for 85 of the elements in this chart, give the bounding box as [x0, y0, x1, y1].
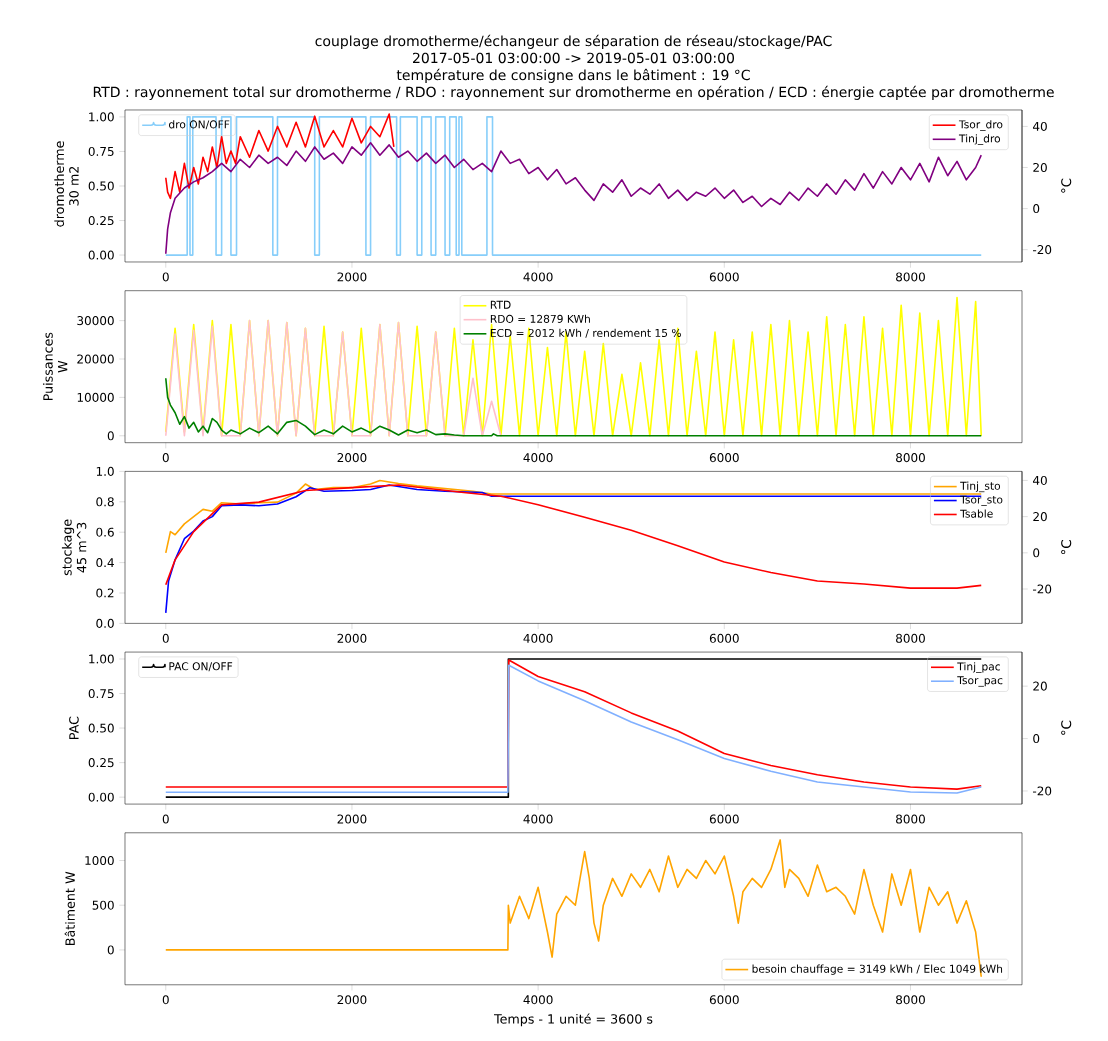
y-tick-label: 0.6 [96, 527, 114, 537]
y-tick-label: 0.00 [88, 250, 114, 260]
y-axis-title: dromotherme 30 m2 [54, 141, 79, 227]
y-tick-label: 20000 [77, 354, 114, 364]
y2-tick-label: 40 [1033, 475, 1047, 485]
y2-tick-label: -20 [1033, 786, 1052, 796]
y2-tick-label: 20 [1033, 681, 1047, 691]
legend-label: RDO = 12879 KWh [490, 314, 590, 323]
y-tick-label: 0.75 [88, 688, 114, 699]
x-tick-label: 2000 [337, 995, 367, 1005]
x-tick-label: 2000 [337, 633, 367, 643]
y-tick-label: 10000 [77, 392, 114, 402]
y-tick-label: 0.00 [88, 792, 114, 802]
x-tick-label: 0 [162, 453, 169, 463]
legend-label: Tsor_sto [960, 495, 1003, 506]
y-tick-label: 0.2 [96, 588, 114, 598]
x-tick-label: 6000 [709, 453, 739, 463]
y-tick-label: 500 [92, 900, 114, 910]
y-axis-title: Puissances W [42, 332, 68, 401]
y-tick-label: 1.00 [89, 112, 114, 122]
y-tick-label: 1000 [85, 855, 114, 866]
line-series [164, 377, 983, 437]
x-tick-label: 4000 [523, 995, 553, 1005]
x-tick-label: 2000 [337, 272, 367, 282]
y2-tick-label: -20 [1033, 584, 1052, 594]
legend-label: Tinj_pac [957, 662, 1000, 673]
y-tick-label: 1.0 [96, 466, 114, 476]
y-tick-label: 0.25 [88, 215, 114, 226]
text: RTD : rayonnement total sur dromotherme / RDO : rayonnement sur dromotherme en opération / ECD : énergie captée par dromotherme [93, 85, 1054, 100]
x-tick-label: 6000 [709, 814, 739, 824]
y-tick-label: 0.0 [96, 618, 114, 628]
y-tick-label: 0 [107, 945, 114, 955]
y-tick-label: 30000 [77, 316, 114, 326]
y-tick-label: 0.8 [96, 497, 114, 507]
x-axis-title: Temps - 1 unité = 3600 s [494, 1013, 653, 1027]
y2-tick-label: 0 [1033, 734, 1040, 744]
y-tick-label: 0.50 [88, 181, 114, 191]
y2-axis-title: °C [1061, 720, 1072, 735]
x-tick-label: 0 [162, 633, 169, 643]
y2-axis-title: °C [1061, 178, 1072, 193]
legend-label: Tinj_dro [958, 134, 1001, 145]
y-tick-label: 0 [107, 431, 114, 441]
x-tick-label: 0 [162, 995, 169, 1005]
x-tick-label: 2000 [337, 453, 367, 463]
x-tick-label: 4000 [523, 814, 553, 824]
y-tick-label: 0.75 [88, 146, 114, 156]
y-tick-label: 0.50 [88, 723, 114, 733]
x-tick-label: 6000 [709, 995, 739, 1005]
y2-tick-label: 0 [1033, 548, 1040, 558]
y-tick-label: 0.25 [88, 758, 114, 768]
x-tick-label: 0 [162, 272, 169, 282]
y2-tick-label: 40 [1033, 121, 1047, 131]
x-tick-label: 8000 [896, 995, 925, 1005]
x-tick-label: 8000 [896, 272, 925, 282]
x-tick-label: 8000 [896, 453, 925, 463]
chart-title: couplage dromotherme/échangeur de séparation de réseau/stockage/PAC [315, 34, 832, 49]
y2-tick-label: 20 [1033, 162, 1047, 173]
y2-tick-label: 20 [1033, 512, 1047, 522]
y2-tick-label: 0 [1033, 204, 1040, 214]
x-tick-label: 8000 [896, 814, 925, 824]
text: température de consigne dans le bâtiment : 19 °C [396, 68, 750, 83]
y-tick-label: 0.4 [96, 558, 114, 568]
y2-axis-title: °C [1061, 540, 1072, 555]
y-axis-title: stockage 45 m^3 [61, 519, 87, 576]
x-tick-label: 6000 [709, 272, 739, 282]
legend-label: dro ON/OFF [169, 120, 230, 130]
legend-label: Tsor_dro [958, 120, 1003, 131]
chart-subtitle: 2017-05-01 03:00:00 -> 2019-05-01 03:00:00 [413, 52, 735, 64]
line-series [164, 113, 395, 200]
y-axis-title: PAC [69, 716, 79, 739]
x-tick-label: 4000 [523, 272, 553, 282]
x-tick-label: 8000 [896, 633, 925, 643]
x-tick-label: 2000 [337, 814, 367, 824]
legend-label: RTD [490, 300, 511, 309]
x-tick-label: 0 [162, 814, 169, 824]
legend-label: Tinj_sto [960, 481, 1001, 493]
legend-label: Tsable [960, 509, 993, 518]
legend-label: Tsor_pac [957, 676, 1003, 687]
x-tick-label: 6000 [709, 633, 739, 643]
y-tick-label: 1.00 [89, 654, 114, 664]
x-tick-label: 4000 [523, 453, 553, 463]
y-axis-title: Bâtiment W [64, 871, 75, 945]
x-tick-label: 4000 [523, 633, 553, 643]
legend-label: PAC ON/OFF [169, 662, 233, 672]
y2-tick-label: -20 [1033, 245, 1052, 255]
